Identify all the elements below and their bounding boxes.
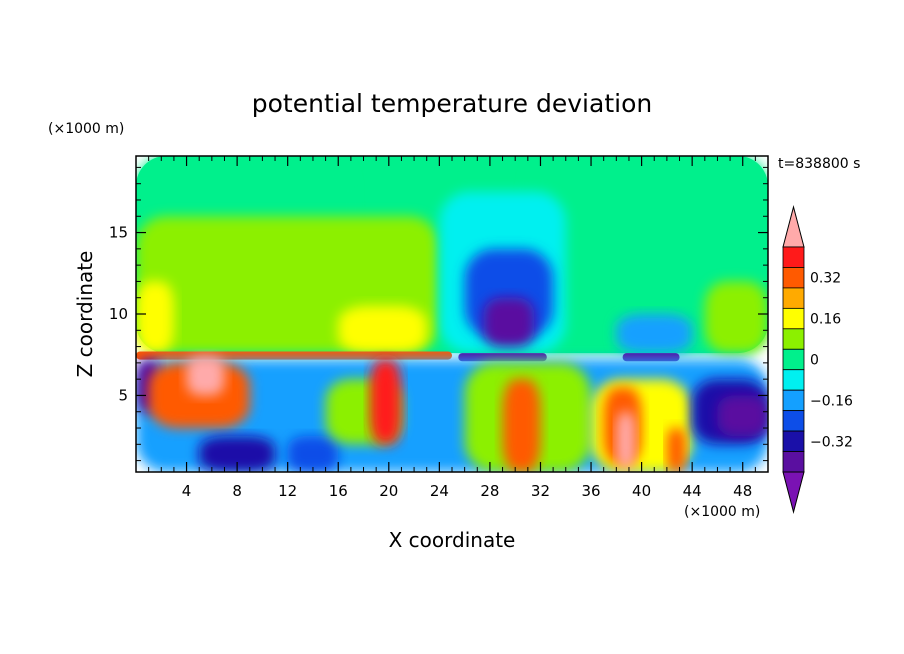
contour-region <box>186 356 225 396</box>
y-tick-label: 5 <box>118 386 128 404</box>
x-tick-label: 48 <box>733 482 752 500</box>
colorbar-label: 0.32 <box>810 271 841 287</box>
colorbar-swatch <box>782 287 805 309</box>
contour-region <box>502 379 541 472</box>
time-label: t=838800 s <box>778 156 860 172</box>
contour-region <box>287 436 339 472</box>
contour-region <box>483 297 535 347</box>
x-axis-label: X coordinate <box>389 528 516 552</box>
contour-region <box>338 305 427 354</box>
x-unit-label: (×1000 m) <box>684 504 760 520</box>
colorbar-swatch <box>782 307 805 330</box>
contour-region <box>136 281 174 354</box>
colorbar-label: 0.16 <box>810 312 841 328</box>
y-axis: 5 10 15 <box>109 166 768 462</box>
x-tick-label: 12 <box>278 482 297 500</box>
chart-title: potential temperature deviation <box>252 89 652 118</box>
colorbar-swatch <box>782 451 805 473</box>
contour-region <box>369 359 402 445</box>
y-axis-label: Z coordinate <box>73 251 97 378</box>
y-tick-label: 10 <box>109 305 128 323</box>
contour-region <box>704 281 768 354</box>
colorbar-swatch <box>782 410 805 432</box>
colorbar-extend-max <box>782 205 805 248</box>
colorbar-label: 0 <box>810 353 819 369</box>
colorbar-swatch <box>782 246 805 268</box>
x-tick-label: 40 <box>632 482 651 500</box>
colorbar-swatch <box>782 328 805 350</box>
colorbar-swatch <box>782 430 805 452</box>
colorbar-label: −0.32 <box>810 434 853 450</box>
colorbar-swatch <box>782 348 805 371</box>
x-tick-label: 8 <box>232 482 242 500</box>
x-tick-label: 32 <box>531 482 550 500</box>
contour-region <box>136 351 452 360</box>
contour-region <box>199 436 276 472</box>
colorbar-extend-min <box>782 471 805 514</box>
contour-region <box>622 353 680 362</box>
contour-region <box>616 314 693 354</box>
x-axis: 4 8 12 16 20 24 28 32 36 40 44 48 <box>148 156 756 500</box>
colorbar-swatch <box>782 267 805 289</box>
colorbar-legend: 0.32 0.16 0 −0.16 −0.32 <box>782 205 853 514</box>
x-tick-label: 20 <box>379 482 398 500</box>
colorbar-label: −0.16 <box>810 393 853 409</box>
contour-fill-layer <box>136 156 768 472</box>
contour-region <box>666 428 686 472</box>
colorbar-swatch <box>782 369 805 391</box>
x-tick-label: 36 <box>581 482 600 500</box>
colorbar-swatch <box>782 389 805 412</box>
x-tick-label: 24 <box>430 482 449 500</box>
x-tick-label: 16 <box>329 482 348 500</box>
contour-region <box>458 353 547 362</box>
y-tick-label: 15 <box>109 224 128 242</box>
y-unit-label: (×1000 m) <box>48 121 124 137</box>
contour-region <box>717 395 768 437</box>
x-tick-label: 4 <box>182 482 192 500</box>
x-tick-label: 44 <box>683 482 702 500</box>
x-tick-label: 28 <box>480 482 499 500</box>
contour-region <box>616 411 636 469</box>
